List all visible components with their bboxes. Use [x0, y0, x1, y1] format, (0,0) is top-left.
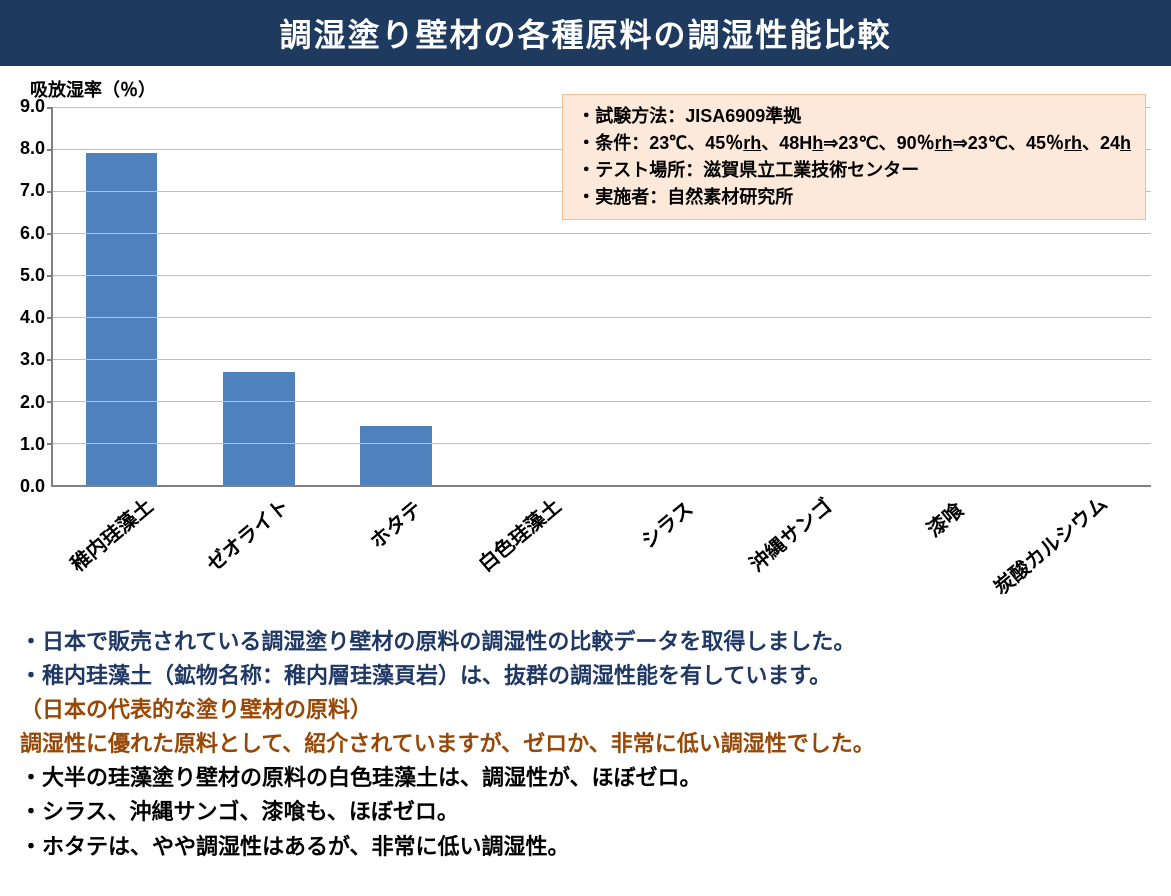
bar-slot — [328, 107, 465, 485]
y-tick-mark — [47, 317, 53, 319]
commentary-line: ・稚内珪藻土（鉱物名称：稚内層珪藻頁岩）は、抜群の調湿性能を有しています。 — [20, 659, 1151, 693]
x-label-slot: ゼオライト — [200, 487, 336, 617]
x-axis-labels: 稚内珪藻土ゼオライト ホタテ白色珪藻土 シラス沖縄サンゴ 漆喰炭酸カルシウム — [64, 487, 1151, 617]
info-line-conditions: ・条件：23℃、45％rh、48Hh⇒23℃、90％rh⇒23℃、45％rh、2… — [577, 130, 1131, 157]
bar-slot — [53, 107, 190, 485]
y-tick-mark — [47, 107, 53, 109]
gridline — [53, 233, 1151, 234]
bar — [223, 372, 294, 485]
y-tick-mark — [47, 359, 53, 361]
x-label-slot: 白色珪藻土 — [472, 487, 608, 617]
x-axis-label: 漆喰 — [920, 494, 969, 542]
x-label-slot: シラス — [608, 487, 744, 617]
y-tick-mark — [47, 275, 53, 277]
x-axis-label: ゼオライト — [199, 491, 294, 577]
commentary-line: ・大半の珪藻塗り壁材の原料の白色珪藻土は、調湿性が、ほぼゼロ。 — [20, 761, 1151, 795]
bar — [360, 426, 431, 485]
gridline — [53, 317, 1151, 318]
gridline — [53, 401, 1151, 402]
x-axis-label: ホタテ — [362, 493, 427, 554]
y-tick-mark — [47, 443, 53, 445]
commentary-line: ・日本で販売されている調湿塗り壁材の原料の調湿性の比較データを取得しました。 — [20, 625, 1151, 659]
commentary-line: ・ホタテは、やや調湿性はあるが、非常に低い調湿性。 — [20, 830, 1151, 864]
commentary-line: （日本の代表的な塗り壁材の原料） — [20, 693, 1151, 727]
bar — [86, 153, 157, 485]
gridline — [53, 359, 1151, 360]
x-axis-label: 沖縄サンゴ — [742, 491, 837, 577]
y-axis-ticks: 9.08.07.06.05.04.03.02.01.00.0 — [20, 97, 51, 477]
x-axis-label: 白色珪藻土 — [471, 491, 566, 577]
x-label-slot: 稚内珪藻土 — [64, 487, 200, 617]
commentary-line: ・シラス、沖縄サンゴ、漆喰も、ほぼゼロ。 — [20, 795, 1151, 829]
x-label-slot: 沖縄サンゴ — [743, 487, 879, 617]
x-axis-label: シラス — [634, 493, 698, 554]
y-tick-mark — [47, 191, 53, 193]
x-label-slot: 炭酸カルシウム — [1015, 487, 1151, 617]
commentary-block: ・日本で販売されている調湿塗り壁材の原料の調湿性の比較データを取得しました。・稚… — [0, 617, 1171, 864]
info-line-method: ・試験方法：JISA6909準拠 — [577, 103, 1131, 130]
chart-title: 調湿塗り壁材の各種原料の調湿性能比較 — [0, 0, 1171, 66]
y-tick-mark — [47, 401, 53, 403]
x-axis-label: 稚内珪藻土 — [63, 491, 158, 577]
gridline — [53, 275, 1151, 276]
x-label-slot: 漆喰 — [879, 487, 1015, 617]
y-tick-mark — [47, 149, 53, 151]
info-line-location: ・テスト場所：滋賀県立工業技術センター — [577, 157, 1131, 184]
test-info-box: ・試験方法：JISA6909準拠 ・条件：23℃、45％rh、48Hh⇒23℃、… — [562, 94, 1146, 220]
commentary-line: 調湿性に優れた原料として、紹介されていますが、ゼロか、非常に低い調湿性でした。 — [20, 727, 1151, 761]
chart-area: 吸放湿率（％） ・試験方法：JISA6909準拠 ・条件：23℃、45％rh、4… — [0, 66, 1171, 617]
bar-slot — [190, 107, 327, 485]
y-tick-mark — [47, 233, 53, 235]
gridline — [53, 443, 1151, 444]
x-label-slot: ホタテ — [336, 487, 472, 617]
info-line-performer: ・実施者：自然素材研究所 — [577, 184, 1131, 211]
